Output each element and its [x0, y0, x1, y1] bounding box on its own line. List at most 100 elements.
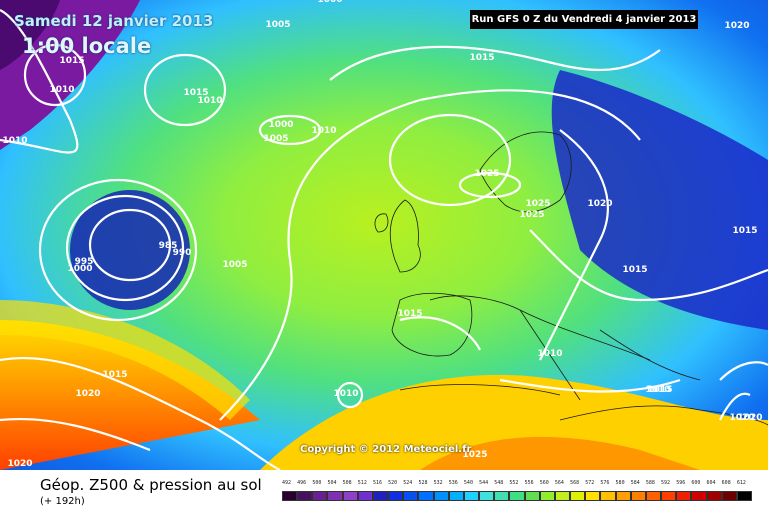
copyright-notice: Copyright © 2012 Meteociel.fr: [300, 444, 472, 455]
pressure-label: 1015: [622, 265, 647, 275]
legend-tick-label: 504: [327, 480, 337, 486]
legend-swatch: [691, 491, 707, 501]
geopotential-field: [0, 0, 768, 470]
model-run-banner: Run GFS 0 Z du Vendredi 4 janvier 2013: [470, 10, 698, 29]
pressure-label: 1000: [268, 120, 293, 130]
pressure-label: 1015: [647, 385, 672, 395]
legend-swatch: [524, 491, 540, 501]
pressure-label: 1010: [333, 389, 358, 399]
legend-tick-label: 564: [554, 480, 564, 486]
legend-swatch: [721, 491, 737, 501]
pressure-label: 1005: [263, 134, 288, 144]
forecast-time: 1:00 locale: [22, 34, 152, 58]
legend-tick-label: 568: [570, 480, 580, 486]
pressure-label: 1015: [59, 56, 84, 66]
legend-tick-label: 560: [539, 480, 549, 486]
legend-swatch: [418, 491, 434, 501]
legend-swatch: [600, 491, 616, 501]
isobars: [0, 9, 768, 470]
pressure-label: 1000: [317, 0, 342, 5]
pressure-label: 1020: [587, 199, 612, 209]
pressure-label: 985: [159, 241, 178, 251]
pressure-label: 1010: [2, 136, 27, 146]
legend-tick-label: 496: [297, 480, 307, 486]
legend-tick-label: 584: [630, 480, 640, 486]
coastlines: [374, 131, 768, 426]
legend-tick-label: 596: [676, 480, 686, 486]
pressure-label: 1020: [7, 459, 32, 469]
legend-swatch: [448, 491, 464, 501]
pressure-label: 1015: [183, 88, 208, 98]
legend-swatch: [433, 491, 449, 501]
legend-swatch: [327, 491, 343, 501]
pressure-label: 1010: [645, 385, 670, 395]
legend-swatch: [297, 491, 313, 501]
legend-swatch: [282, 491, 298, 501]
legend-swatch: [706, 491, 722, 501]
pressure-label: 1020: [729, 413, 754, 423]
weather-map: 1000100510001015101510101010101510101000…: [0, 0, 768, 470]
pressure-label: 1025: [519, 210, 544, 220]
legend-tick-label: 520: [388, 480, 398, 486]
pressure-label: 1010: [49, 85, 74, 95]
chart-footer: Géop. Z500 & pression au sol (+ 192h) 49…: [0, 470, 768, 512]
pressure-label: 1015: [469, 53, 494, 63]
pressure-label: 1000: [67, 264, 92, 274]
legend-tick-label: 536: [448, 480, 458, 486]
legend-swatch: [494, 491, 510, 501]
legend-tick-label: 516: [372, 480, 382, 486]
legend-tick-label: 492: [282, 480, 292, 486]
legend-swatch: [342, 491, 358, 501]
pressure-label: 1025: [462, 450, 487, 460]
legend-swatch: [630, 491, 646, 501]
legend-swatch: [372, 491, 389, 501]
pressure-label: 990: [173, 248, 192, 258]
legend-tick-label: 556: [524, 480, 534, 486]
chart-title: Géop. Z500 & pression au sol: [40, 476, 262, 494]
legend-tick-label: 512: [357, 480, 367, 486]
legend-swatch: [661, 491, 677, 501]
pressure-label: 995: [75, 257, 94, 267]
legend-swatch: [403, 491, 419, 501]
legend-swatch: [509, 491, 525, 501]
legend-swatch: [554, 491, 571, 501]
pressure-label: 1025: [525, 199, 550, 209]
pressure-label: 1010: [311, 126, 336, 136]
legend-tick-label: 540: [463, 480, 473, 486]
pressure-labels: 1000100510001015101510101010101510101000…: [2, 0, 762, 469]
pressure-label: 1025: [474, 169, 499, 179]
legend-swatch: [479, 491, 495, 501]
legend-swatch: [463, 491, 480, 501]
pressure-label: 1005: [222, 260, 247, 270]
legend-swatch: [357, 491, 373, 501]
legend-tick-label: 600: [691, 480, 701, 486]
forecast-lead-time: (+ 192h): [40, 496, 85, 507]
legend-swatch: [736, 491, 752, 501]
legend-swatch: [585, 491, 601, 501]
legend-tick-label: 572: [585, 480, 595, 486]
legend-tick-label: 552: [509, 480, 519, 486]
legend-swatch: [312, 491, 328, 501]
legend-swatch: [676, 491, 692, 501]
legend-tick-label: 576: [600, 480, 610, 486]
legend-swatch: [570, 491, 586, 501]
legend-tick-label: 548: [494, 480, 504, 486]
pressure-label: 1015: [732, 226, 757, 236]
pressure-label: 1015: [102, 370, 127, 380]
pressure-label: 1020: [75, 389, 100, 399]
legend-tick-label: 528: [418, 480, 428, 486]
legend-swatch: [615, 491, 631, 501]
legend-tick-label: 588: [645, 480, 655, 486]
legend-tick-label: 612: [736, 480, 746, 486]
legend-tick-label: 500: [312, 480, 322, 486]
pressure-label: 1010: [537, 349, 562, 359]
legend-tick-label: 524: [403, 480, 413, 486]
pressure-label: 1020: [724, 21, 749, 31]
legend-swatch: [539, 491, 555, 501]
color-scale-legend: 492 496 500 504 508 512 516 520 524 528 532 536 540 5…: [282, 472, 752, 510]
legend-tick-label: 544: [479, 480, 489, 486]
legend-tick-label: 608: [721, 480, 731, 486]
forecast-date: Samedi 12 janvier 2013: [14, 12, 214, 30]
legend-tick-label: 604: [706, 480, 716, 486]
